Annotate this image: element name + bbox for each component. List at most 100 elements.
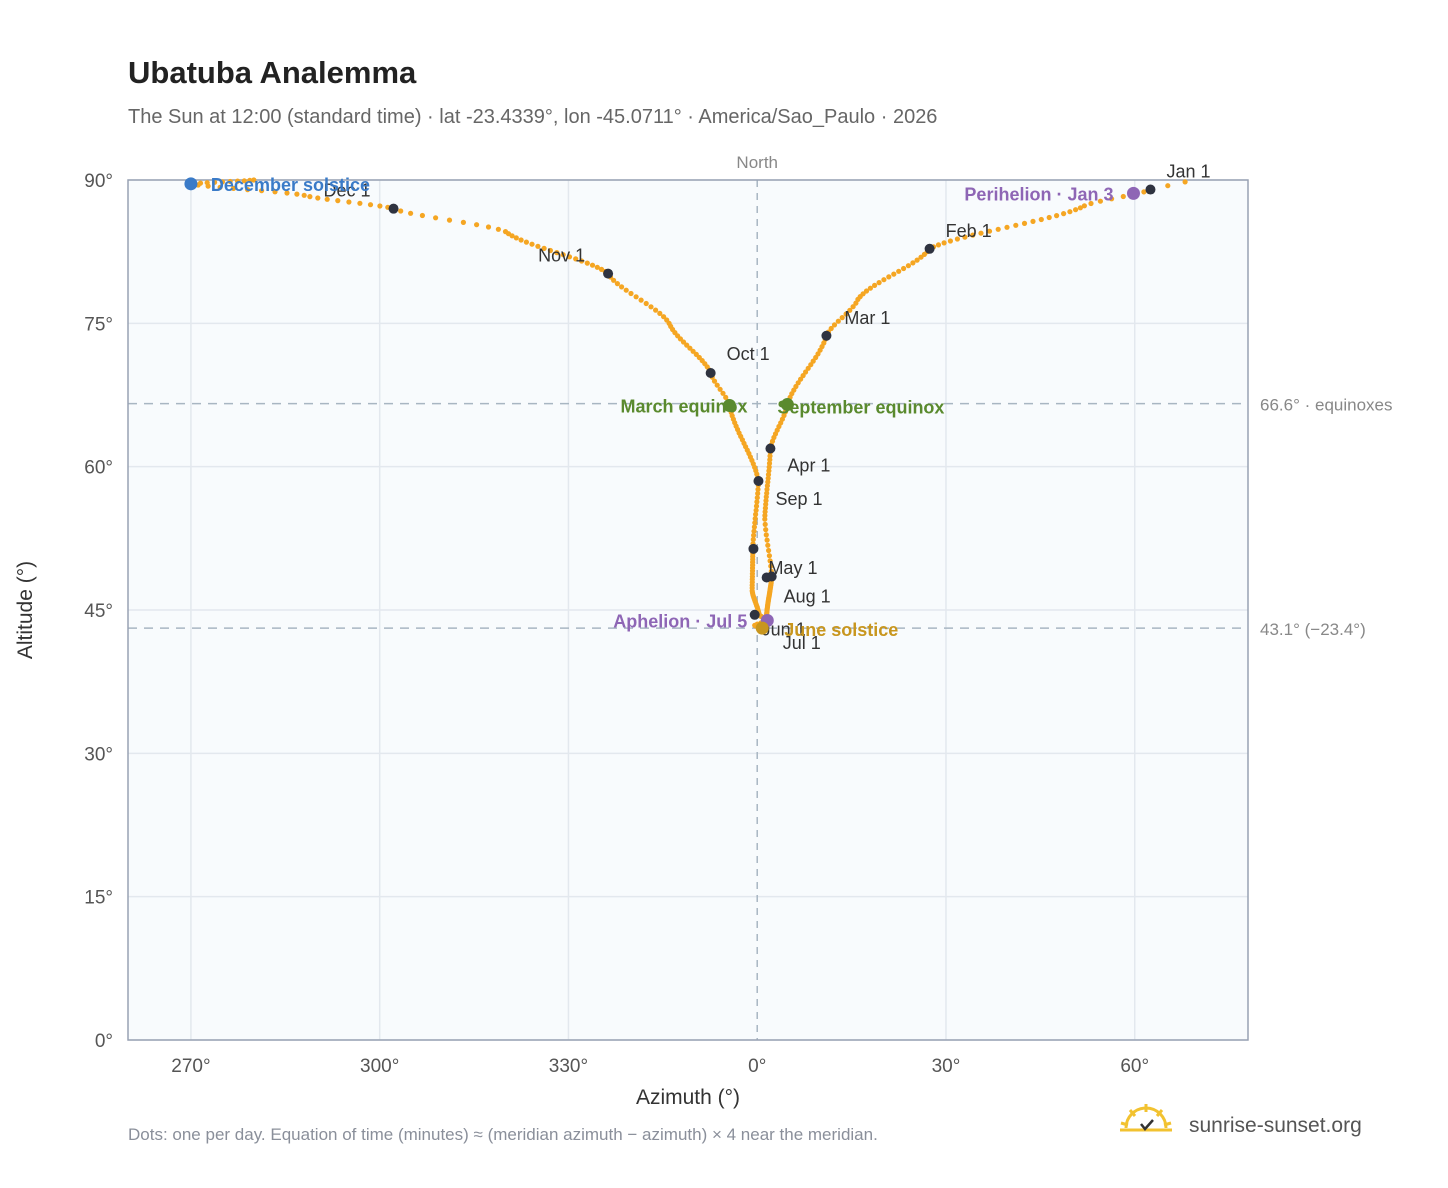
daily-sun-position: [935, 242, 942, 248]
daily-sun-position: [653, 307, 659, 313]
daily-sun-position: [853, 300, 859, 306]
north-label: North: [736, 153, 778, 172]
daily-sun-position: [905, 263, 912, 269]
daily-sun-position: [714, 382, 720, 388]
daily-sun-position: [377, 203, 383, 209]
daily-sun-position: [446, 217, 453, 223]
daily-sun-position: [754, 499, 760, 505]
y-tick-label: 45°: [84, 601, 113, 622]
daily-sun-position: [766, 547, 772, 554]
daily-sun-position: [227, 178, 233, 185]
event-label: December solstice: [211, 175, 370, 195]
event-marker: [1126, 186, 1140, 200]
month-label: Feb 1: [946, 221, 992, 241]
reference-line-label: 66.6° · equinoxes: [1260, 396, 1393, 415]
y-tick-label: 0°: [95, 1031, 113, 1052]
daily-sun-position: [235, 178, 241, 184]
daily-sun-position: [910, 260, 916, 266]
daily-sun-position: [751, 524, 758, 530]
daily-sun-position: [763, 527, 769, 533]
daily-sun-position: [808, 362, 814, 368]
daily-sun-position: [881, 277, 887, 283]
daily-sun-position: [251, 177, 257, 183]
daily-sun-position: [753, 511, 759, 517]
month-label: Sep 1: [775, 489, 822, 509]
daily-sun-position: [876, 280, 882, 286]
event-label: September equinox: [777, 398, 944, 418]
daily-sun-position: [1021, 220, 1028, 226]
daily-sun-position: [272, 189, 278, 195]
month-marker: [753, 476, 764, 486]
x-tick-label: 30°: [932, 1056, 961, 1077]
daily-sun-position: [831, 322, 838, 328]
daily-sun-position: [419, 212, 425, 219]
month-marker: [761, 572, 772, 583]
daily-sun-position: [245, 187, 251, 193]
daily-sun-position: [839, 315, 845, 321]
daily-sun-position: [962, 234, 968, 240]
daily-sun-position: [1077, 205, 1083, 211]
daily-sun-position: [867, 285, 874, 291]
daily-sun-position: [753, 503, 760, 509]
daily-sun-position: [995, 226, 1001, 232]
daily-sun-position: [1030, 218, 1036, 224]
x-axis-ticks: 270° 300° 330° 0° 30° 60°: [171, 1056, 1149, 1077]
daily-sun-position: [978, 230, 984, 236]
month-marker: [821, 330, 832, 341]
daily-sun-position: [947, 238, 954, 244]
event-label: Perihelion · Jan 3: [964, 184, 1113, 204]
daily-sun-position: [1182, 179, 1188, 185]
daily-sun-position: [767, 453, 773, 459]
daily-sun-position: [657, 310, 663, 316]
month-marker: [924, 243, 935, 254]
daily-sun-position: [764, 486, 770, 492]
month-marker: [749, 609, 760, 620]
daily-sun-position: [835, 318, 841, 324]
daily-sun-position: [755, 490, 761, 497]
daily-sun-position: [843, 311, 849, 317]
daily-sun-position: [723, 394, 729, 400]
month-label: Apr 1: [787, 456, 830, 476]
daily-sun-position: [720, 390, 726, 396]
daily-sun-position: [1088, 200, 1094, 207]
y-tick-label: 15°: [84, 888, 113, 909]
daily-sun-position: [766, 553, 773, 559]
daily-sun-position: [986, 228, 993, 234]
daily-sun-position: [1067, 209, 1073, 215]
month-marker: [748, 543, 759, 554]
daily-sun-position: [541, 245, 547, 251]
daily-sun-position: [529, 241, 535, 247]
daily-sun-position: [970, 232, 976, 238]
daily-sun-position: [259, 188, 265, 194]
reference-line-label: 43.1° (−23.4°): [1260, 620, 1366, 639]
daily-sun-position: [751, 532, 757, 538]
event-label: June solstice: [784, 620, 898, 640]
daily-sun-position: [941, 240, 947, 246]
daily-sun-position: [633, 294, 639, 300]
month-label: Aug 1: [784, 587, 831, 607]
sun-logo-icon: [1120, 1104, 1172, 1132]
daily-sun-position: [367, 202, 374, 208]
daily-sun-position: [1141, 189, 1147, 195]
month-marker: [1145, 184, 1156, 195]
event-marker: [723, 399, 737, 413]
daily-sun-position: [357, 200, 363, 206]
daily-sun-position: [212, 179, 218, 185]
daily-sun-position: [896, 268, 902, 274]
daily-sun-position: [628, 290, 634, 297]
month-marker: [603, 268, 614, 279]
daily-sun-position: [914, 257, 920, 263]
daily-sun-position: [795, 380, 801, 386]
daily-sun-position: [805, 365, 811, 371]
month-label: Oct 1: [727, 344, 770, 364]
daily-sun-position: [518, 237, 524, 243]
daily-sun-position: [398, 208, 404, 214]
daily-sun-position: [513, 235, 519, 241]
daily-sun-position: [611, 277, 617, 283]
daily-sun-position: [643, 300, 649, 307]
y-tick-label: 60°: [84, 458, 113, 479]
daily-sun-position: [1165, 183, 1171, 189]
daily-sun-position: [573, 256, 579, 262]
daily-sun-position: [684, 342, 690, 348]
daily-sun-position: [891, 271, 897, 277]
